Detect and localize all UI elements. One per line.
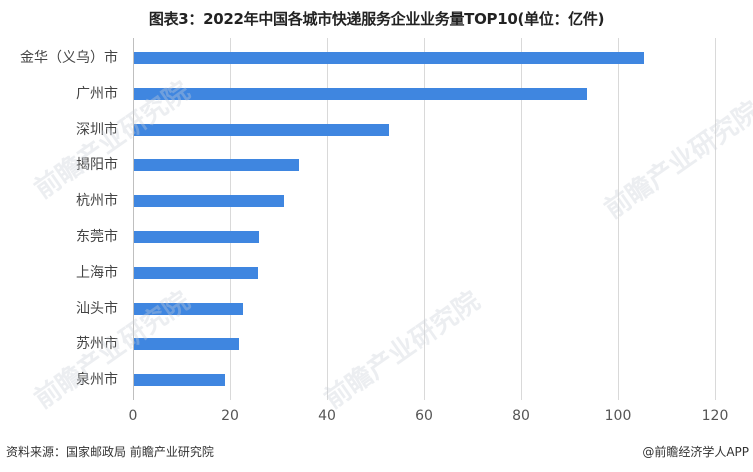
category-label: 广州市 xyxy=(76,85,118,102)
bar xyxy=(134,266,259,279)
x-tick-label: 0 xyxy=(128,408,138,424)
gridline xyxy=(618,38,619,400)
category-label: 杭州市 xyxy=(76,193,118,210)
gridline xyxy=(715,38,716,400)
plot-area xyxy=(0,38,753,400)
chart-title: 图表3：2022年中国各城市快递服务企业业务量TOP10(单位：亿件) xyxy=(148,10,605,28)
gridline xyxy=(327,38,328,400)
x-tick-label: 100 xyxy=(604,408,632,424)
category-label: 东莞市 xyxy=(76,229,118,245)
bar xyxy=(134,302,244,315)
bar xyxy=(134,159,299,172)
bar xyxy=(134,338,240,351)
category-label: 揭阳市 xyxy=(76,157,118,174)
x-tick-label: 80 xyxy=(512,408,530,424)
x-tick-label: 40 xyxy=(318,408,336,424)
bar xyxy=(134,123,390,136)
x-tick-label: 120 xyxy=(701,408,729,424)
x-tick-label: 20 xyxy=(221,408,239,424)
category-label: 汕头市 xyxy=(76,300,118,317)
category-label: 上海市 xyxy=(76,264,118,281)
credit-note: @前瞻经济学人APP xyxy=(642,445,749,459)
x-tick-label: 60 xyxy=(415,408,433,424)
source-note: 资料来源：国家邮政局 前瞻产业研究院 xyxy=(6,445,214,459)
bar xyxy=(134,195,284,208)
bar xyxy=(134,87,587,100)
y-axis-line xyxy=(133,38,134,400)
category-label: 苏州市 xyxy=(76,336,118,353)
category-label: 深圳市 xyxy=(76,121,118,138)
category-label: 泉州市 xyxy=(76,372,118,389)
gridline xyxy=(424,38,425,400)
category-label: 金华（义乌）市 xyxy=(20,50,118,66)
bar xyxy=(134,374,226,387)
gridline xyxy=(230,38,231,400)
bar xyxy=(134,52,645,64)
gridline xyxy=(521,38,522,400)
bar xyxy=(134,231,260,243)
